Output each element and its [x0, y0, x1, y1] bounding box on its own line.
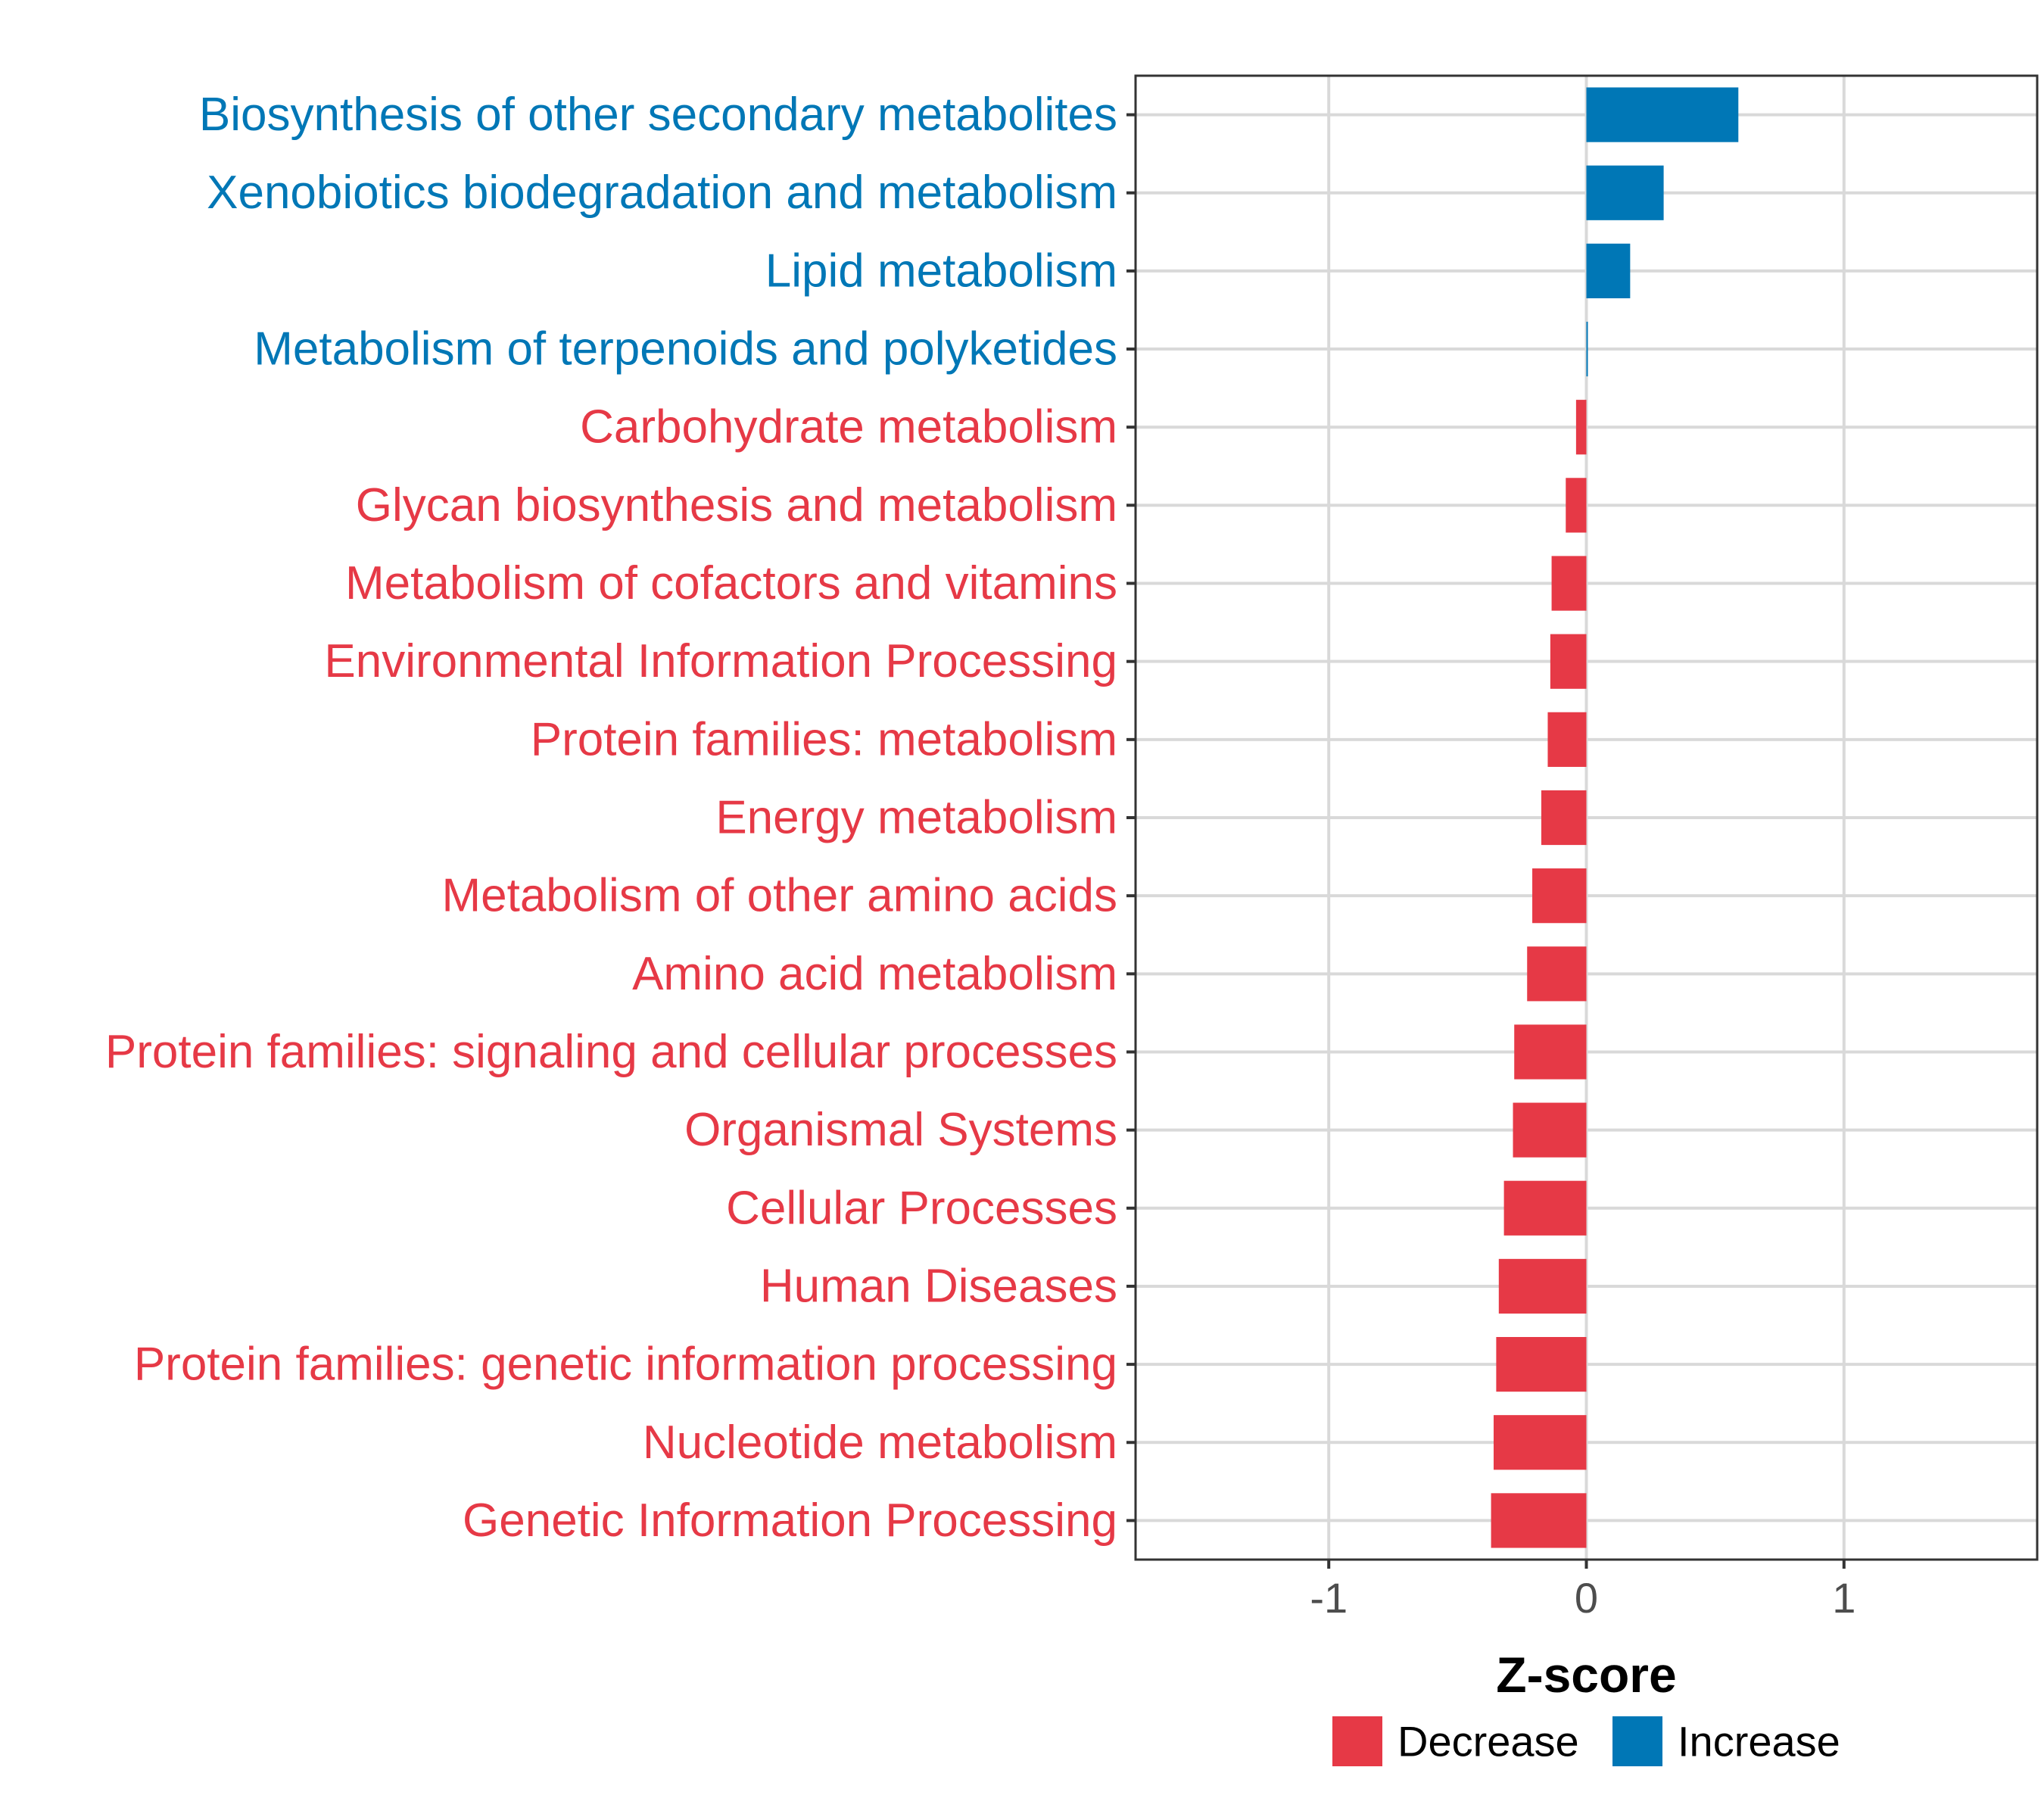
bar-metabolism-of-cofactors-and-vitamins	[1551, 556, 1587, 611]
legend: Decrease Increase	[1332, 1716, 1840, 1766]
x-tick-label: 0	[1575, 1574, 1598, 1622]
x-axis-title: Z-score	[1496, 1647, 1676, 1703]
bar-layer	[1491, 87, 1739, 1548]
category-label-metabolism-of-cofactors-and-vitamins: Metabolism of cofactors and vitamins	[345, 557, 1117, 609]
category-label-carbohydrate-metabolism: Carbohydrate metabolism	[580, 401, 1117, 453]
bar-organismal-systems	[1513, 1102, 1587, 1158]
category-label-amino-acid-metabolism: Amino acid metabolism	[632, 948, 1117, 1000]
category-label-metabolism-of-other-amino-acids: Metabolism of other amino acids	[441, 870, 1117, 922]
bar-protein-families-signaling-and-cellular-processes	[1514, 1024, 1587, 1080]
bar-xenobiotics-biodegradation-and-metabolism	[1586, 165, 1664, 220]
bar-metabolism-of-terpenoids-and-polyketides	[1586, 321, 1588, 377]
bar-nucleotide-metabolism	[1493, 1415, 1587, 1470]
bar-metabolism-of-other-amino-acids	[1532, 868, 1587, 924]
bar-glycan-biosynthesis-and-metabolism	[1566, 478, 1587, 533]
category-label-organismal-systems: Organismal Systems	[684, 1104, 1117, 1156]
legend-label-increase: Increase	[1678, 1718, 1840, 1766]
category-label-environmental-information-processing: Environmental Information Processing	[324, 635, 1117, 687]
legend-label-decrease: Decrease	[1397, 1718, 1579, 1766]
x-tick-label: 1	[1832, 1574, 1855, 1622]
bar-cellular-processes	[1503, 1180, 1587, 1236]
bar-human-diseases	[1498, 1258, 1587, 1314]
category-label-human-diseases: Human Diseases	[760, 1260, 1117, 1312]
category-label-xenobiotics-biodegradation-and-metabolism: Xenobiotics biodegradation and metabolis…	[207, 167, 1117, 219]
category-label-genetic-information-processing: Genetic Information Processing	[463, 1494, 1117, 1547]
bar-biosynthesis-of-other-secondary-metabolites	[1586, 87, 1739, 142]
category-label-protein-families-metabolism: Protein families: metabolism	[531, 713, 1117, 765]
category-label-glycan-biosynthesis-and-metabolism: Glycan biosynthesis and metabolism	[356, 479, 1117, 531]
bar-environmental-information-processing	[1550, 634, 1587, 689]
bar-energy-metabolism	[1541, 790, 1587, 846]
legend-swatch-increase	[1612, 1716, 1662, 1766]
bar-protein-families-genetic-information-processing	[1496, 1337, 1587, 1392]
category-labels: Biosynthesis of other secondary metaboli…	[105, 89, 1117, 1547]
bar-carbohydrate-metabolism	[1575, 400, 1587, 455]
bar-amino-acid-metabolism	[1527, 946, 1587, 1002]
category-label-energy-metabolism: Energy metabolism	[715, 792, 1117, 844]
category-label-protein-families-signaling-and-cellular-processes: Protein families: signaling and cellular…	[105, 1026, 1117, 1078]
bar-lipid-metabolism	[1586, 243, 1631, 298]
tick-layer: -1 0 1	[1126, 113, 1855, 1622]
category-label-nucleotide-metabolism: Nucleotide metabolism	[643, 1417, 1117, 1469]
bar-protein-families-metabolism	[1547, 712, 1587, 767]
category-label-protein-families-genetic-information-processing: Protein families: genetic information pr…	[134, 1339, 1117, 1391]
category-label-cellular-processes: Cellular Processes	[726, 1182, 1117, 1234]
category-label-lipid-metabolism: Lipid metabolism	[765, 245, 1117, 297]
x-tick-label: -1	[1310, 1574, 1348, 1622]
bar-genetic-information-processing	[1491, 1493, 1587, 1548]
legend-swatch-decrease	[1332, 1716, 1382, 1766]
category-label-biosynthesis-of-other-secondary-metabolites: Biosynthesis of other secondary metaboli…	[199, 89, 1117, 141]
category-label-metabolism-of-terpenoids-and-polyketides: Metabolism of terpenoids and polyketides	[254, 323, 1117, 376]
